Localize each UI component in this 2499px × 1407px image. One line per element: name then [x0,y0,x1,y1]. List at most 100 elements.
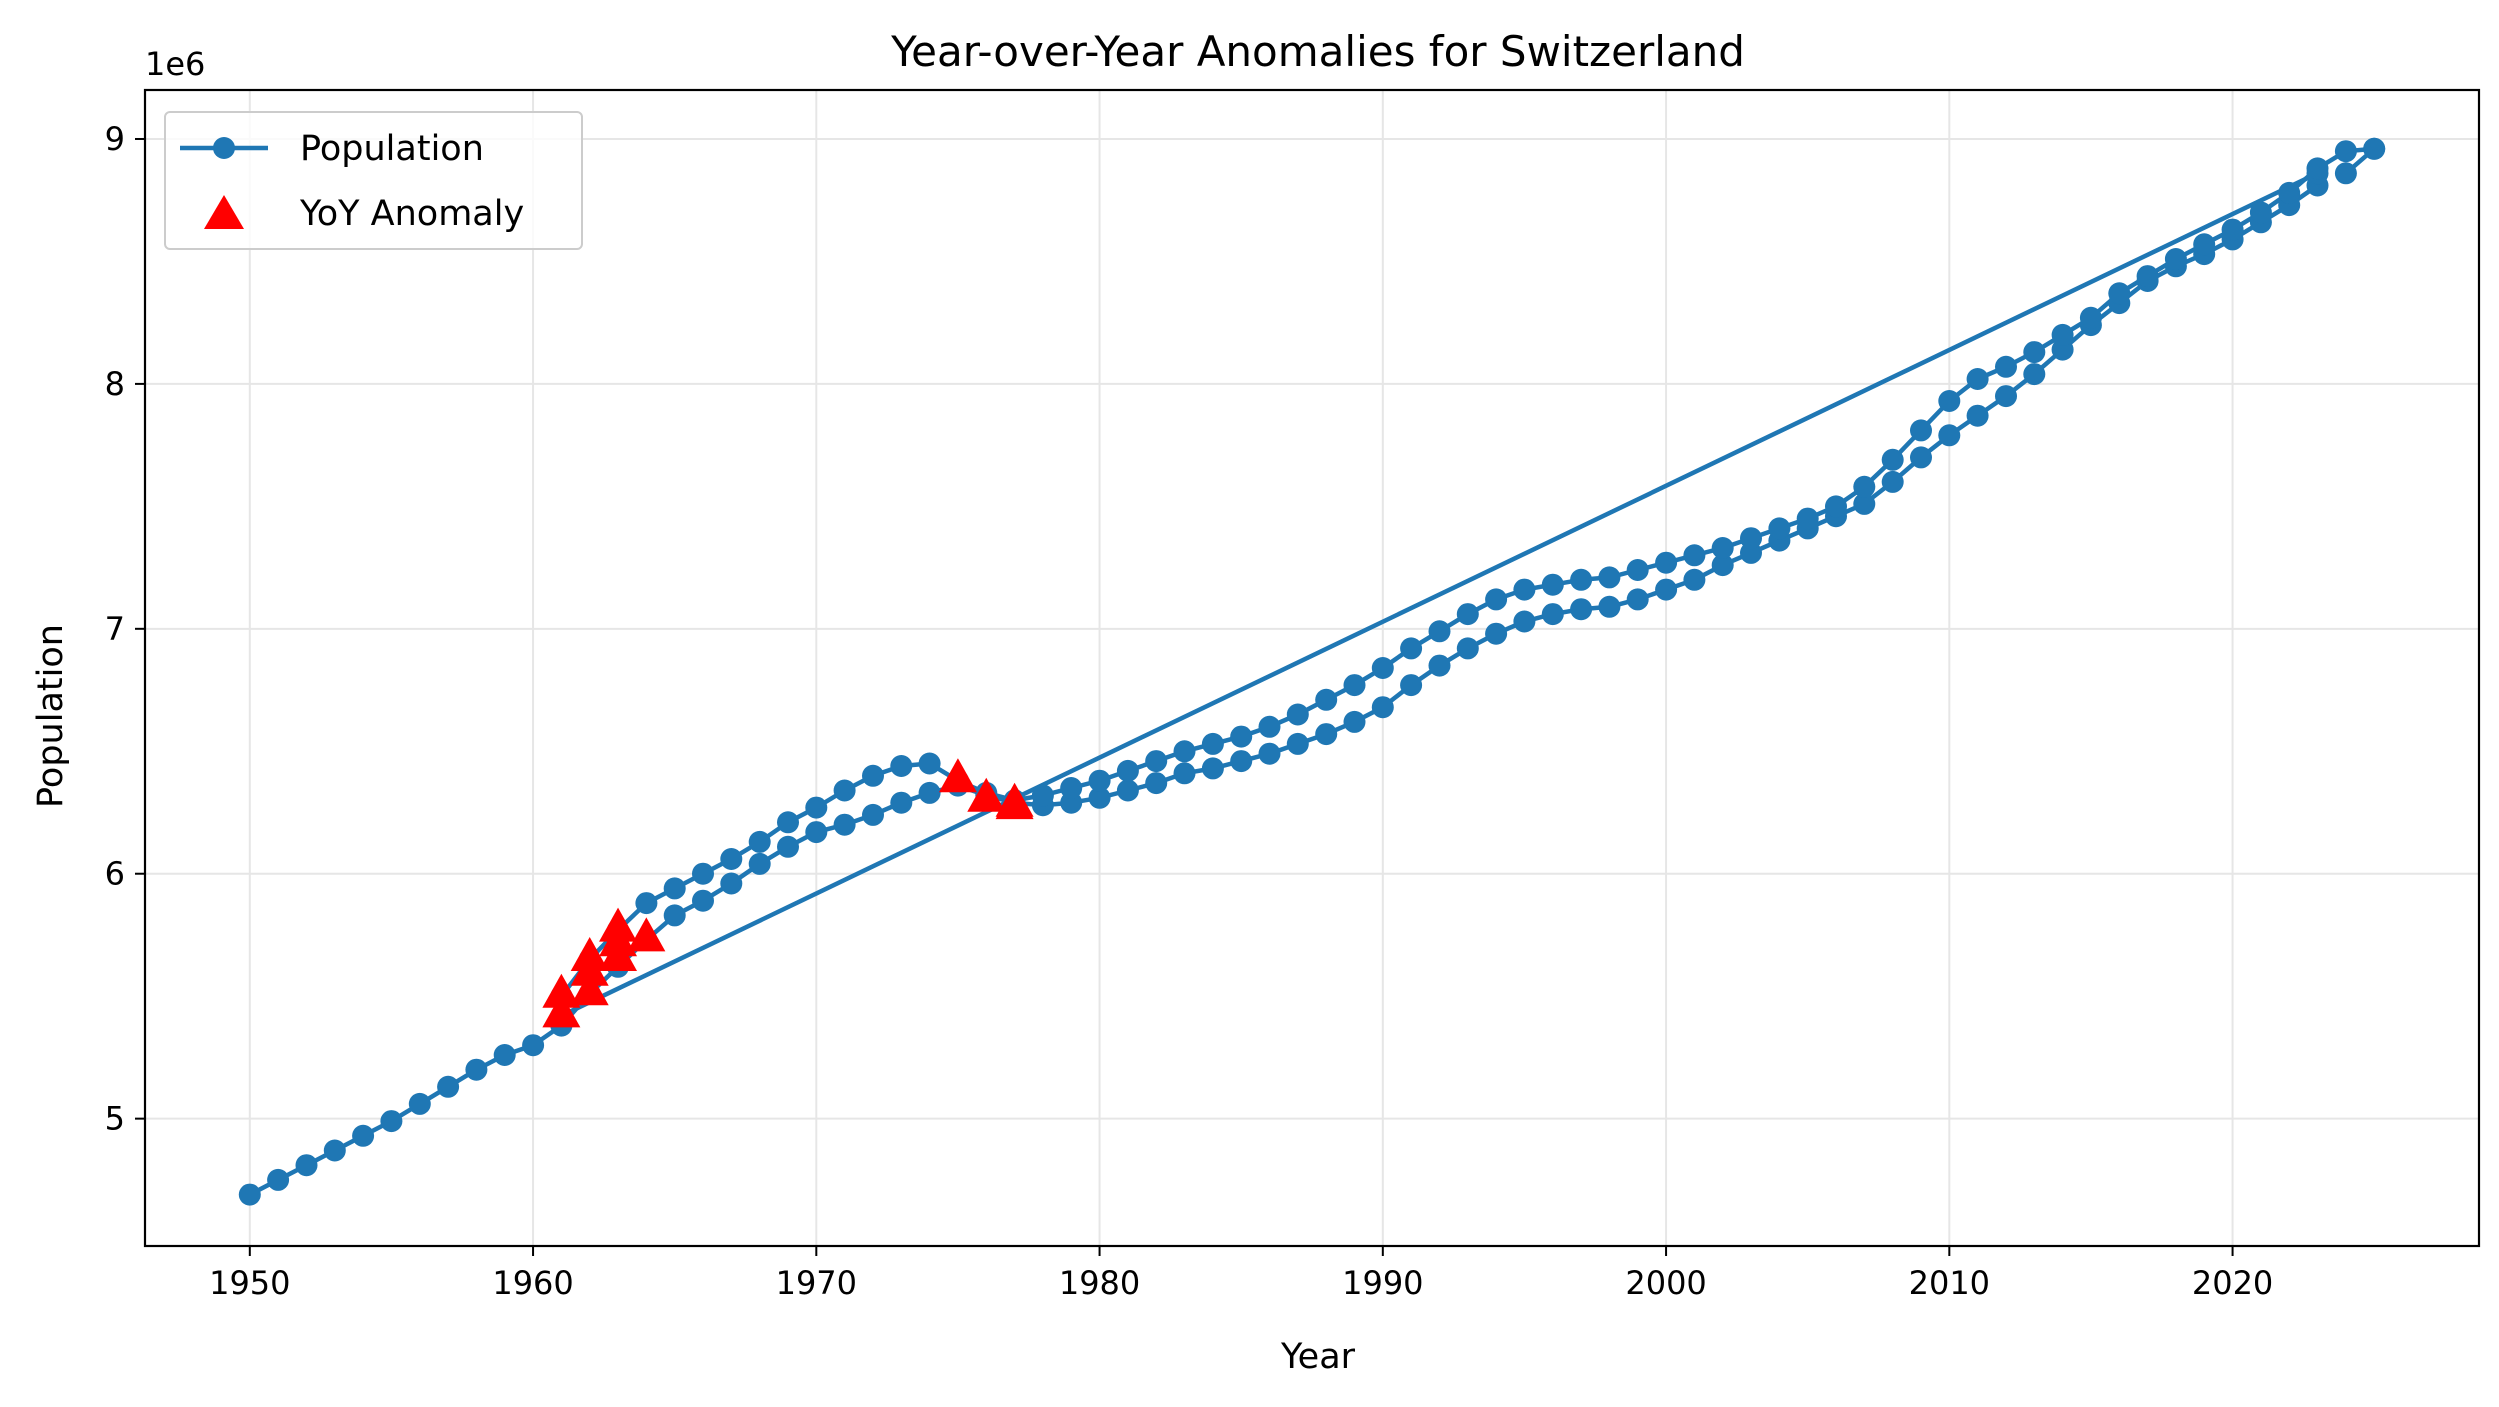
x-axis-label: Year [1280,1337,1356,1377]
population-point [2363,137,2386,160]
population-point [692,862,714,885]
population-point [352,1124,375,1147]
population-point [1881,470,1904,493]
population-point [1570,598,1593,621]
y-tick-label: 9 [105,120,125,158]
legend-box [164,111,583,250]
population-point [1966,368,1989,390]
y-axis-label: Population [31,624,71,808]
population-point [862,803,884,826]
population-point [1598,595,1621,618]
anomaly-point [570,937,609,971]
population-point [833,779,856,802]
population-point [238,1183,261,1206]
population-point [1655,551,1678,574]
population-point [1145,750,1168,773]
population-point [1938,390,1961,412]
population-point [1116,779,1139,802]
population-point [1485,588,1508,611]
population-point [1428,654,1451,677]
anomaly-point [599,907,638,942]
y-tick-label: 8 [105,365,125,403]
legend-anomaly-marker [204,195,244,229]
population-point [918,781,941,804]
population-point [1343,674,1366,697]
population-point [918,752,941,775]
x-tick-label: 1950 [209,1264,290,1302]
population-point [267,1168,290,1191]
population-point [890,791,913,814]
population-point [1031,784,1054,807]
population-point [323,1139,346,1162]
population-point [805,821,828,844]
y-tick-label: 5 [105,1100,125,1138]
population-point [833,813,856,836]
population-point [408,1092,431,1115]
population-point [1258,715,1281,738]
legend-anomaly-label: YoY Anomaly [299,194,524,234]
population-point [1428,620,1451,643]
anomaly-markers [542,758,1034,1028]
population-point [2051,323,2074,346]
population-point [1371,696,1394,719]
population-point [1513,610,1536,633]
anomaly-point [627,917,666,952]
population-point [1966,404,1989,427]
x-tick-label: 1990 [1342,1264,1423,1302]
population-point [1541,573,1564,596]
population-point [2023,363,2046,386]
population-point [295,1154,318,1177]
population-point [2221,218,2244,241]
legend-population-label: Population [300,129,484,169]
x-tick-label: 2020 [2192,1264,2273,1302]
population-point [1343,710,1366,733]
anomaly-point [967,777,1006,812]
population-point [1626,559,1649,581]
population-point [1796,507,1819,530]
population-point [1286,703,1309,726]
population-point [1485,622,1508,645]
population-point [1116,759,1139,782]
population-point [720,872,743,895]
population-point [1570,568,1593,591]
anomaly-point [995,782,1034,817]
y-tick-label: 7 [105,610,125,648]
population-point [1825,495,1847,518]
population-point [1230,725,1253,748]
population-point [1173,762,1196,785]
population-point [1541,603,1564,626]
population-point [805,796,828,819]
population-point [2079,306,2102,329]
x-axis: 1950 1960 1970 1980 1990 2000 2010 2020 [209,1246,2273,1302]
population-point [1258,742,1281,765]
population-point [1315,723,1338,746]
population-point [1768,517,1791,540]
population-point [1683,568,1706,591]
y-offset-label: 1e6 [145,45,205,83]
population-point [1853,492,1876,515]
population-point [2193,233,2216,256]
population-point [1995,385,2017,408]
population-point [748,852,771,875]
x-tick-label: 2010 [1909,1264,1990,1302]
population-point [1230,750,1253,773]
population-point [437,1075,460,1098]
population-point [1881,448,1904,471]
population-point [862,764,884,787]
population-point [2136,265,2159,288]
population-point [2306,157,2329,180]
population-point [1910,419,1932,442]
anomaly-point [542,973,581,1008]
population-point [1315,688,1338,711]
population-point [1938,424,1961,447]
population-point [1740,527,1762,550]
population-point [2023,341,2046,364]
population-point [1286,732,1309,755]
population-point [1201,732,1224,755]
population-point [2108,282,2131,305]
x-tick-label: 1970 [776,1264,857,1302]
population-point [777,811,799,834]
anomaly-point [938,758,977,793]
population-point [2249,201,2272,224]
population-point [2334,162,2357,185]
